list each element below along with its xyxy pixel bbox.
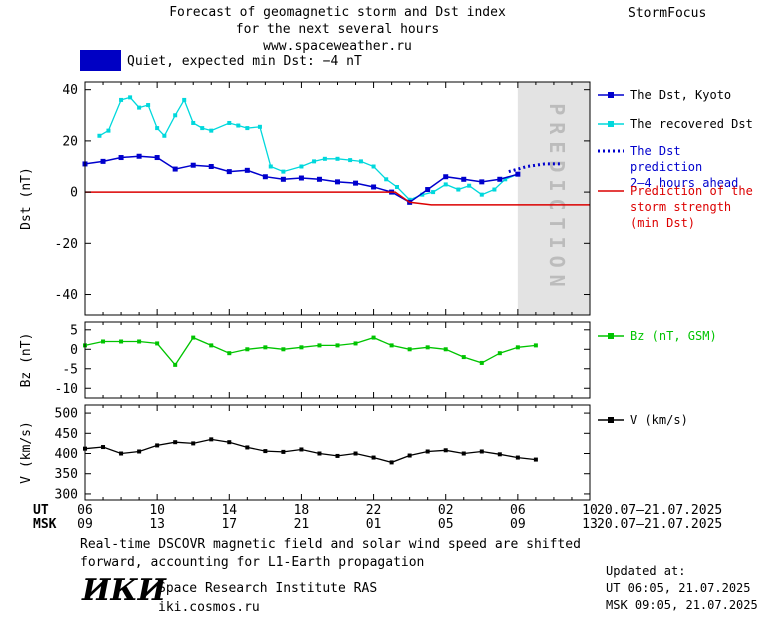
legend-label-storm-line1: Prediction of the (630, 184, 753, 198)
legend-label-v: V (km/s) (630, 413, 688, 427)
svg-text:Bz (nT): Bz (nT) (19, 333, 34, 388)
svg-text:500: 500 (55, 407, 78, 422)
title-line1: Forecast of geomagnetic storm and Dst in… (169, 5, 506, 20)
svg-text:05: 05 (438, 517, 454, 532)
legend-label-dst-prediction-line2: 2–4 hours ahead (630, 176, 739, 190)
v-legend-icon (598, 417, 624, 423)
updated-at-ut: UT 06:05, 21.07.2025 (606, 581, 751, 595)
updated-at-msk: MSK 09:05, 21.07.2025 (606, 598, 758, 612)
institute-name: Space Research Institute RAS (158, 581, 378, 596)
svg-text:350: 350 (55, 467, 78, 482)
legend-label-storm-line2: storm strength (630, 200, 732, 214)
svg-text:5: 5 (70, 323, 78, 338)
bz-panel: 5 0 -5 -10 Bz (nT) (19, 321, 591, 399)
svg-text:-20: -20 (55, 237, 78, 252)
site-link: www.spaceweather.ru (263, 39, 412, 54)
chart-title: Forecast of geomagnetic storm and Dst in… (85, 4, 590, 55)
svg-text:09: 09 (510, 517, 526, 532)
dst-kyoto-legend-icon (598, 92, 624, 98)
legend-item-dst-prediction: The Dst prediction 2–4 hours ahead (598, 143, 760, 191)
legend-item-recovered-dst: The recovered Dst (598, 116, 753, 132)
svg-text:01: 01 (366, 517, 382, 532)
svg-text:UT: UT (33, 503, 49, 518)
institute-block: Space Research Institute RAS iki.cosmos.… (158, 579, 377, 617)
iki-logo: ИКИ (82, 573, 166, 608)
svg-text:06: 06 (510, 503, 526, 518)
legend-item-storm-strength: Prediction of the storm strength (min Ds… (598, 183, 753, 231)
legend-item-dst-kyoto: The Dst, Kyoto (598, 87, 731, 103)
legend-label-dst-kyoto: The Dst, Kyoto (630, 88, 732, 102)
legend-label-dst-prediction-line1: The Dst prediction (630, 144, 703, 174)
footnote: Real-time DSCOVR magnetic field and sola… (80, 536, 581, 572)
svg-text:300: 300 (55, 487, 78, 502)
legend-label-recovered-dst: The recovered Dst (630, 117, 753, 131)
svg-text:PREDICTION: PREDICTION (545, 103, 569, 293)
svg-text:20.07–21.07.2025: 20.07–21.07.2025 (597, 503, 722, 518)
legend-item-bz: Bz (nT, GSM) (598, 328, 717, 344)
svg-text:18: 18 (294, 503, 310, 518)
institute-site: iki.cosmos.ru (158, 600, 260, 615)
svg-text:0: 0 (70, 343, 78, 358)
svg-text:-10: -10 (55, 382, 78, 397)
dst-prediction-legend-icon (598, 149, 624, 153)
svg-text:400: 400 (55, 447, 78, 462)
svg-text:450: 450 (55, 427, 78, 442)
svg-text:V (km/s): V (km/s) (19, 421, 34, 484)
svg-text:20: 20 (62, 134, 78, 149)
svg-text:21: 21 (294, 517, 310, 532)
brand-stormfocus: StormFocus (628, 6, 707, 21)
svg-text:09: 09 (77, 517, 93, 532)
legend-label-storm-line3: (min Dst) (630, 216, 696, 230)
svg-text:14: 14 (221, 503, 237, 518)
updated-at-block: Updated at: UT 06:05, 21.07.2025 MSK 09:… (606, 563, 758, 614)
svg-text:20.07–21.07.2025: 20.07–21.07.2025 (597, 517, 722, 532)
svg-text:-5: -5 (62, 362, 78, 377)
storm-status-label: Quiet, expected min Dst: −4 nT (127, 54, 362, 69)
svg-text:13: 13 (149, 517, 165, 532)
footnote-line1: Real-time DSCOVR magnetic field and sola… (80, 537, 581, 552)
svg-text:40: 40 (62, 83, 78, 98)
svg-text:0: 0 (70, 186, 78, 201)
bz-legend-icon (598, 333, 624, 339)
svg-text:22: 22 (366, 503, 382, 518)
storm-level-swatch (80, 50, 121, 71)
svg-text:13: 13 (582, 517, 598, 532)
svg-text:MSK: MSK (33, 517, 57, 532)
legend-item-v: V (km/s) (598, 412, 688, 428)
storm-strength-legend-icon (598, 190, 624, 192)
updated-at-title: Updated at: (606, 564, 686, 578)
dst-panel: PREDICTION 40 20 0 -20 -40 Dst (nT) (19, 81, 591, 316)
svg-text:Dst (nT): Dst (nT) (19, 167, 34, 230)
title-line2: for the next several hours (235, 22, 440, 37)
svg-text:06: 06 (77, 503, 93, 518)
v-panel: 500 450 400 350 300 V (km/s) (19, 404, 591, 502)
legend-label-dst-prediction: The Dst prediction 2–4 hours ahead (630, 143, 760, 191)
svg-text:02: 02 (438, 503, 454, 518)
svg-text:17: 17 (221, 517, 237, 532)
svg-text:10: 10 (149, 503, 165, 518)
svg-text:10: 10 (582, 503, 598, 518)
recovered-dst-legend-icon (598, 121, 624, 127)
legend-label-bz: Bz (nT, GSM) (630, 329, 717, 343)
svg-text:-40: -40 (55, 288, 78, 303)
legend-label-storm-strength: Prediction of the storm strength (min Ds… (630, 183, 753, 231)
footnote-line2: forward, accounting for L1-Earth propaga… (80, 555, 425, 570)
